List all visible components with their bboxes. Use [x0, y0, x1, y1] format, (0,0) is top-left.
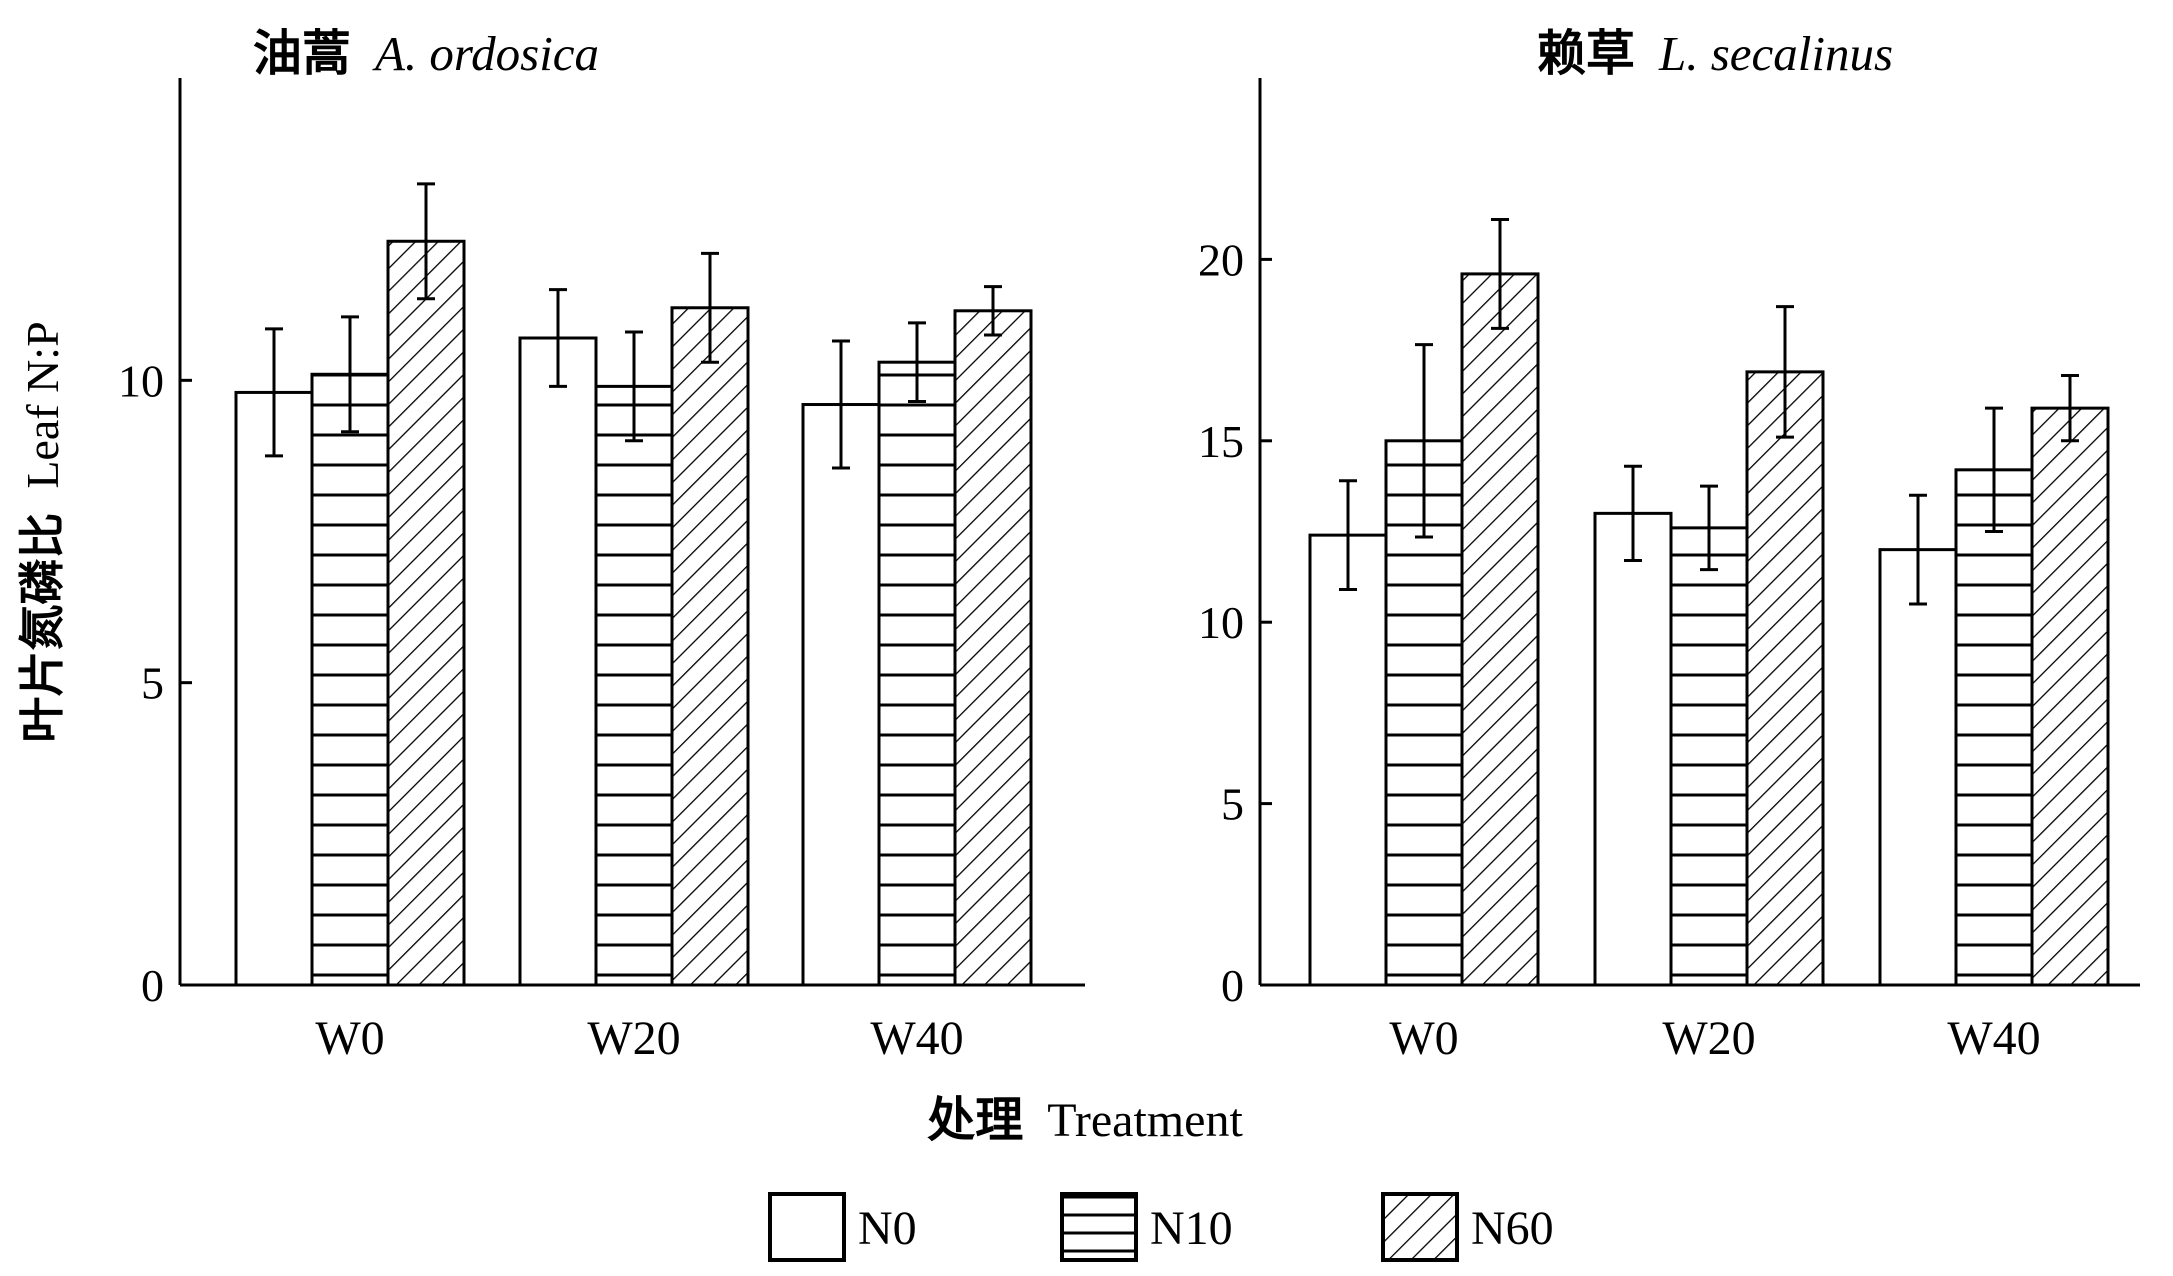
bar-n60-w0 — [1460, 272, 1540, 987]
error-bar-n0-w20 — [1624, 464, 1642, 563]
bar-n60-w20 — [1745, 370, 1825, 987]
bar-n60-w0 — [386, 239, 466, 987]
chart-title-latin: A. ordosica — [372, 26, 599, 81]
y-tick-label: 5 — [1221, 779, 1244, 830]
error-bar-n10-w40 — [1985, 406, 2003, 533]
y-tick-label: 5 — [141, 658, 164, 709]
x-tick-label: W40 — [870, 1012, 963, 1065]
x-tick-label: W0 — [1389, 1012, 1458, 1065]
error-bar-n60-w0 — [417, 182, 435, 301]
bar-n0-w40 — [1878, 548, 1958, 987]
error-bar-n10-w20 — [1700, 484, 1718, 572]
y-tick-label: 15 — [1198, 416, 1244, 467]
legend-item-n60: N60 — [1381, 1192, 1554, 1262]
x-tick-label: W20 — [587, 1012, 680, 1065]
error-bar-n60-w0 — [1491, 217, 1509, 330]
svg-text:赖草L. secalinus: 赖草 L. secalinus — [1537, 25, 1893, 82]
x-tick-label: W0 — [315, 1012, 384, 1065]
y-tick-label: 10 — [1198, 597, 1244, 648]
bar-n60-w40 — [953, 309, 1033, 987]
bar-n10-w40 — [1954, 468, 2034, 987]
legend-label: N0 — [858, 1202, 917, 1255]
error-bar-n60-w40 — [984, 285, 1002, 337]
error-bar-n60-w40 — [2061, 373, 2079, 443]
bar-n60-w40 — [2030, 406, 2110, 987]
bar-n0-w20 — [518, 336, 598, 987]
y-axis-ticks: 0 5 10 15 20 — [1198, 234, 1272, 1011]
x-axis-ticks: W0 W20 W40 — [315, 1012, 963, 1065]
legend-swatch — [1060, 1192, 1138, 1262]
x-tick-label: W20 — [1662, 1012, 1755, 1065]
legend-swatch — [768, 1192, 846, 1262]
legend-swatch — [1381, 1192, 1459, 1262]
x-tick-label: W40 — [1947, 1012, 2040, 1065]
legend-item-n10: N10 — [1060, 1192, 1233, 1262]
error-bar-n0-w40 — [1909, 493, 1927, 606]
y-axis-label-cn: 叶片氮磷比 — [15, 513, 69, 743]
chart-title-cn: 赖草 — [1537, 25, 1635, 82]
error-bar-n10-w40 — [908, 321, 926, 403]
chart-title-cn: 油蒿 — [253, 25, 351, 82]
svg-text:叶片氮磷比Leaf N:P: 叶片氮磷比 Leaf N:P — [15, 321, 69, 742]
bar-n10-w0 — [310, 372, 390, 987]
x-axis-label-cn: 处理 — [927, 1092, 1023, 1148]
bar-n0-w20 — [1593, 511, 1673, 987]
bar-n0-w40 — [801, 403, 881, 987]
legend: N0 N10 N60 — [768, 1192, 1554, 1262]
svg-text:油蒿A. ordosica: 油蒿 A. ordosica — [253, 25, 599, 82]
error-bar-n10-w0 — [341, 315, 359, 434]
error-bar-n0-w20 — [549, 288, 567, 388]
y-tick-label: 0 — [1221, 960, 1244, 1011]
error-bar-n0-w0 — [1339, 479, 1357, 592]
y-axis-label-en: Leaf N:P — [17, 321, 68, 488]
bar-n10-w20 — [1669, 526, 1749, 987]
error-bar-n10-w0 — [1415, 343, 1433, 539]
error-bar-n60-w20 — [1776, 305, 1794, 439]
error-bar-n0-w0 — [265, 327, 283, 458]
bar-n10-w40 — [877, 360, 957, 987]
error-bar-n60-w20 — [701, 251, 719, 364]
chart-marks — [1308, 217, 2110, 987]
legend-item-n0: N0 — [768, 1192, 917, 1262]
chart-panel-l-secalinus: 赖草 L. secalinus 0 5 10 15 20 W0 W20 W40 — [1198, 25, 2140, 1065]
y-tick-label: 0 — [141, 960, 164, 1011]
chart-panel-a-ordosica: 油蒿 A. ordosica 0 5 10 W0 W20 W40 叶片氮磷比 Leaf N:… — [15, 25, 1085, 1065]
y-axis-ticks: 0 5 10 — [118, 355, 192, 1011]
legend-label: N60 — [1471, 1202, 1554, 1255]
bar-n0-w0 — [234, 390, 314, 987]
legend-label: N10 — [1150, 1202, 1233, 1255]
error-bar-n0-w40 — [832, 339, 850, 470]
chart-marks — [234, 182, 1033, 987]
x-axis-ticks: W0 W20 W40 — [1389, 1012, 2040, 1065]
bar-n0-w0 — [1308, 533, 1388, 987]
y-tick-label: 10 — [118, 355, 164, 406]
x-axis-label-en: Treatment — [1047, 1094, 1243, 1147]
bar-n10-w20 — [594, 384, 674, 987]
y-tick-label: 20 — [1198, 234, 1244, 285]
chart-title-latin: L. secalinus — [1658, 26, 1893, 81]
bar-n60-w20 — [670, 306, 750, 987]
error-bar-n10-w20 — [625, 330, 643, 443]
